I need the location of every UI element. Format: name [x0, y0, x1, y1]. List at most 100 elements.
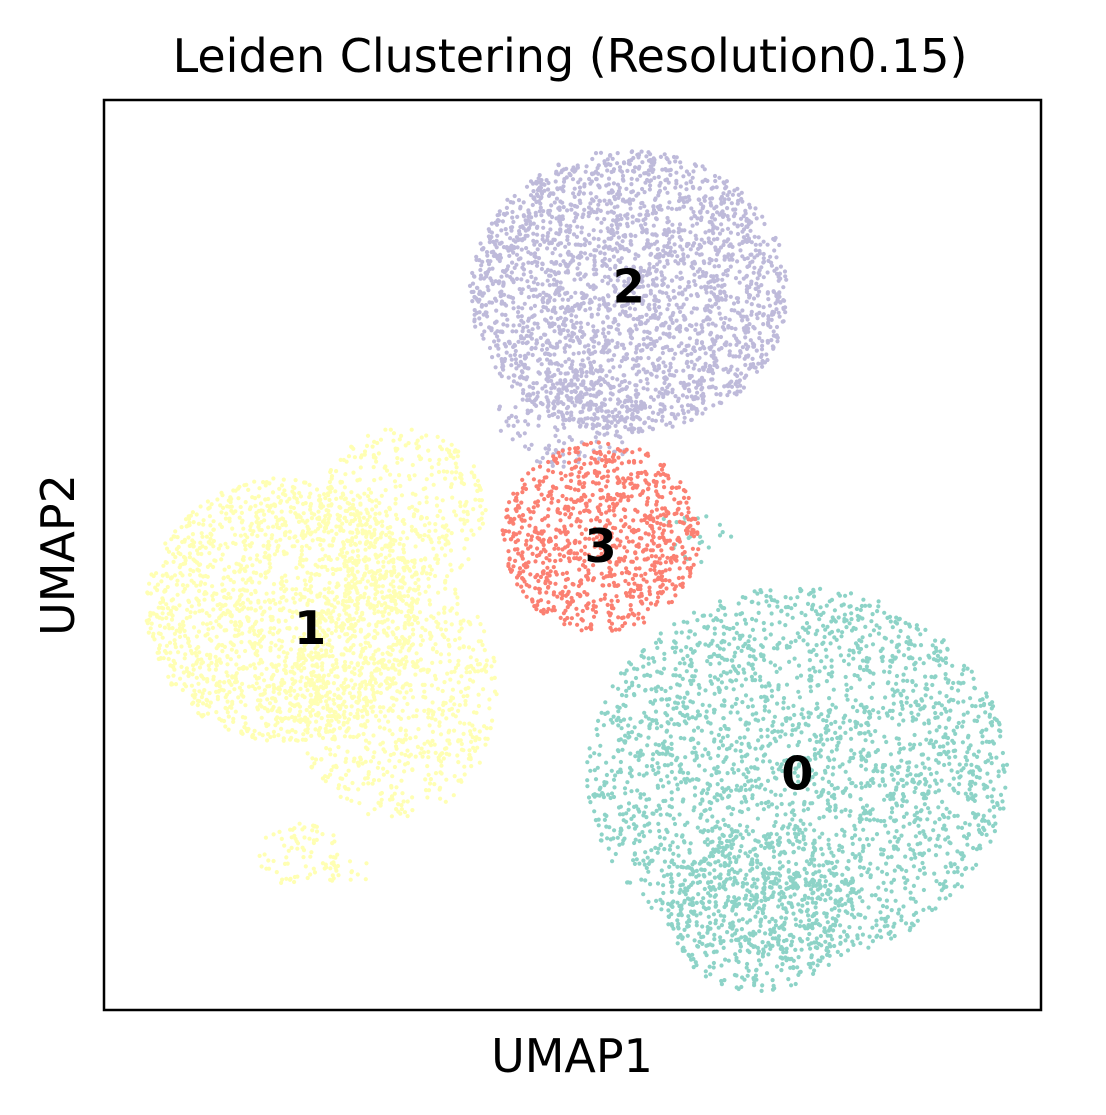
- data-point: [678, 910, 683, 916]
- data-point: [969, 791, 974, 796]
- data-point: [847, 621, 852, 626]
- data-point: [467, 748, 472, 753]
- data-point: [918, 632, 923, 637]
- data-point: [366, 812, 371, 817]
- data-point: [301, 501, 306, 507]
- data-point: [355, 605, 360, 610]
- data-point: [781, 636, 786, 641]
- data-point: [717, 885, 722, 891]
- data-point: [817, 669, 822, 674]
- data-point: [770, 916, 775, 922]
- data-point: [939, 703, 945, 708]
- data-point: [965, 735, 971, 740]
- data-point: [771, 849, 777, 854]
- data-point: [681, 704, 686, 709]
- data-point: [376, 609, 381, 614]
- data-point: [981, 825, 986, 830]
- data-point: [727, 856, 732, 861]
- data-point: [933, 710, 938, 716]
- data-point: [418, 751, 423, 756]
- data-point: [937, 690, 942, 695]
- data-point: [728, 876, 733, 881]
- data-point: [669, 889, 674, 895]
- data-point: [662, 847, 667, 852]
- data-point: [662, 859, 668, 864]
- data-point: [779, 762, 784, 767]
- data-point: [247, 639, 252, 645]
- data-point: [467, 620, 472, 625]
- data-point: [832, 608, 838, 613]
- data-point: [747, 634, 752, 639]
- data-point: [857, 837, 862, 842]
- data-point: [239, 510, 244, 515]
- data-point: [767, 845, 772, 850]
- data-point: [290, 610, 295, 615]
- data-point: [901, 688, 906, 693]
- data-point: [914, 910, 919, 916]
- data-point: [616, 709, 621, 714]
- data-point: [829, 794, 835, 799]
- data-point: [901, 653, 907, 658]
- data-point: [945, 646, 950, 652]
- data-point: [171, 605, 176, 610]
- data-point: [841, 602, 846, 607]
- data-point: [207, 691, 212, 696]
- data-point: [297, 704, 303, 709]
- data-point: [201, 522, 206, 527]
- data-point: [884, 861, 889, 866]
- data-point: [830, 670, 835, 675]
- data-point: [852, 833, 858, 838]
- data-point: [650, 656, 656, 661]
- data-point: [210, 584, 215, 589]
- data-point: [197, 665, 203, 670]
- data-point: [329, 603, 334, 608]
- data-point: [712, 875, 718, 880]
- data-point: [381, 564, 386, 569]
- data-point: [341, 722, 346, 727]
- data-point: [293, 478, 298, 483]
- data-point: [763, 898, 768, 903]
- data-point: [302, 587, 308, 592]
- data-point: [921, 865, 927, 870]
- data-point: [679, 630, 684, 635]
- data-point: [199, 713, 204, 718]
- data-point: [237, 619, 242, 625]
- data-point: [646, 861, 652, 867]
- data-point: [870, 739, 875, 744]
- data-point: [860, 932, 866, 937]
- data-point: [807, 918, 812, 923]
- data-point: [808, 946, 813, 951]
- data-point: [718, 935, 723, 940]
- data-point: [806, 715, 811, 720]
- data-point: [304, 557, 309, 562]
- data-point: [812, 878, 817, 884]
- data-point: [867, 668, 872, 674]
- data-point: [743, 876, 748, 881]
- data-point: [208, 536, 213, 541]
- data-point: [362, 591, 367, 597]
- data-point: [794, 861, 799, 867]
- data-point: [832, 943, 837, 949]
- data-point: [955, 849, 960, 854]
- data-point: [238, 623, 243, 628]
- data-point: [951, 776, 956, 781]
- data-point: [808, 684, 813, 689]
- data-point: [222, 644, 227, 650]
- data-point: [288, 688, 293, 694]
- data-point: [250, 624, 255, 629]
- data-point: [969, 762, 974, 768]
- data-point: [424, 617, 429, 622]
- data-point: [272, 626, 277, 631]
- data-point: [871, 671, 876, 676]
- data-point: [275, 548, 280, 554]
- data-point: [327, 615, 333, 620]
- data-point: [356, 695, 361, 700]
- data-point: [801, 808, 806, 813]
- data-point: [585, 778, 590, 783]
- data-point: [618, 826, 624, 831]
- data-point: [803, 827, 808, 832]
- data-point: [754, 757, 760, 762]
- data-point: [305, 570, 310, 575]
- data-point: [771, 890, 776, 895]
- data-point: [849, 900, 854, 905]
